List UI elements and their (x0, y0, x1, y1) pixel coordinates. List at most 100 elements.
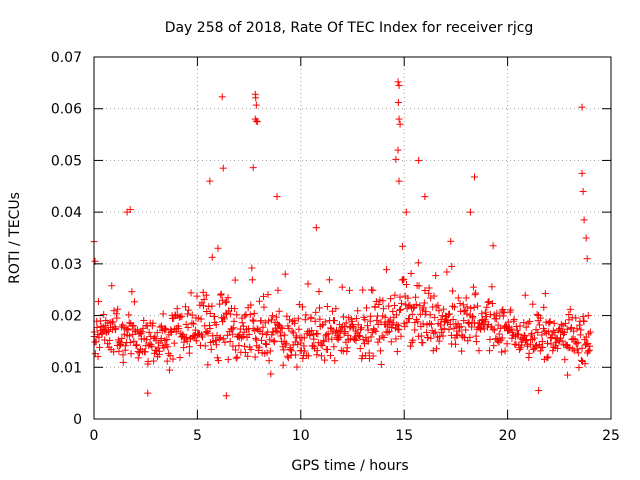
data-point (352, 336, 360, 344)
data-point (279, 361, 287, 369)
data-point (462, 294, 470, 302)
data-point (575, 321, 583, 329)
data-point (508, 334, 516, 342)
data-point (166, 352, 174, 360)
data-point (357, 324, 365, 332)
data-point (566, 344, 574, 352)
data-point (207, 345, 215, 353)
data-point (235, 341, 243, 349)
data-point (427, 334, 435, 342)
data-point (216, 334, 224, 342)
data-point (157, 335, 165, 343)
data-point (246, 311, 254, 319)
data-point (190, 320, 198, 328)
data-point (320, 338, 328, 346)
data-point (462, 326, 470, 334)
data-point (574, 339, 582, 347)
data-point (377, 361, 385, 369)
data-point (139, 324, 147, 332)
data-point (578, 103, 586, 111)
y-tick-label: 0.03 (51, 257, 82, 273)
data-point (240, 322, 248, 330)
data-point (221, 338, 229, 346)
data-point (423, 328, 431, 336)
data-point (244, 352, 252, 360)
data-point (520, 319, 528, 327)
data-point (323, 302, 331, 310)
data-point (396, 120, 404, 128)
data-point (245, 330, 253, 338)
data-point (153, 329, 161, 337)
data-point (381, 313, 389, 321)
data-point (460, 317, 468, 325)
data-point (370, 326, 378, 334)
data-point (293, 363, 301, 371)
data-point (144, 389, 152, 397)
data-point (167, 329, 175, 337)
y-tick-labels: 0 0.01 0.02 0.03 0.04 0.05 0.06 0.07 (51, 50, 82, 428)
data-point (421, 286, 429, 294)
data-point (159, 310, 167, 318)
data-point (306, 331, 314, 339)
data-point (282, 339, 290, 347)
data-point (430, 292, 438, 300)
data-point (415, 282, 423, 290)
data-point (255, 343, 263, 351)
data-point (112, 310, 120, 318)
data-point (212, 321, 220, 329)
data-point (375, 300, 383, 308)
data-point (288, 347, 296, 355)
data-point (217, 291, 225, 299)
data-point (395, 326, 403, 334)
data-point (308, 327, 316, 335)
data-point (229, 330, 237, 338)
data-point (170, 339, 178, 347)
data-point (158, 322, 166, 330)
data-point (163, 336, 171, 344)
data-point (557, 320, 565, 328)
data-point (321, 356, 329, 364)
data-point (395, 81, 403, 89)
data-point (224, 294, 232, 302)
data-point (585, 330, 593, 338)
data-point (324, 346, 332, 354)
data-point (338, 324, 346, 332)
data-point (247, 345, 255, 353)
data-point (297, 339, 305, 347)
data-point (343, 348, 351, 356)
data-point (578, 356, 586, 364)
data-point (491, 326, 499, 334)
data-point (175, 324, 183, 332)
data-point (454, 320, 462, 328)
data-point (513, 326, 521, 334)
data-point (431, 313, 439, 321)
data-point (273, 193, 281, 201)
data-point (198, 333, 206, 341)
y-tick-label: 0 (73, 412, 82, 428)
data-point (564, 371, 572, 379)
data-point (129, 321, 137, 329)
plot-frame (93, 56, 612, 420)
data-point (183, 333, 191, 341)
data-point (578, 169, 586, 177)
data-point (215, 335, 223, 343)
data-point (193, 292, 201, 300)
data-point (395, 115, 403, 123)
data-point (424, 334, 432, 342)
data-point (387, 338, 395, 346)
data-point (556, 334, 564, 342)
data-point (544, 353, 552, 361)
data-point (443, 268, 451, 276)
data-point (385, 302, 393, 310)
data-point (469, 283, 477, 291)
data-point (103, 327, 111, 335)
data-point (252, 334, 260, 342)
data-point (467, 304, 475, 312)
data-point (277, 323, 285, 331)
data-point (222, 392, 230, 400)
data-point (301, 316, 309, 324)
data-point (281, 331, 289, 339)
data-point (391, 302, 399, 310)
data-point (214, 357, 222, 365)
